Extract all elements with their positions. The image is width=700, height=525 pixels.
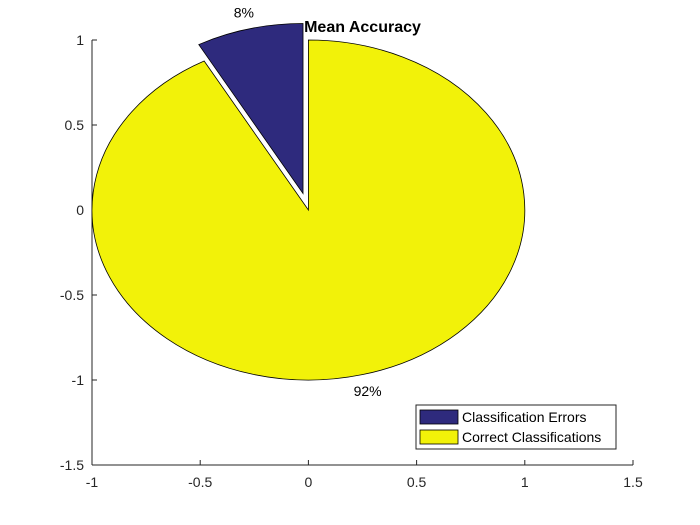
chart-axes: -1 -0.5 0 0.5 1 1.510.50-0.5-1-1.5 bbox=[60, 32, 643, 490]
chart-legend: Classification Errors Correct Classificat… bbox=[415, 404, 617, 450]
x-tick-label: 0.5 bbox=[407, 474, 427, 490]
chart-title: Mean Accuracy bbox=[304, 19, 421, 36]
legend-entry: Classification Errors bbox=[462, 409, 586, 425]
x-tick-label: -0.5 bbox=[188, 474, 212, 490]
percent-label: 92% bbox=[354, 383, 382, 399]
legend-entry: Correct Classifications bbox=[462, 429, 601, 445]
legend-swatch bbox=[419, 429, 459, 445]
x-tick-label: -1 bbox=[86, 474, 99, 490]
pie-slice-2 bbox=[91, 39, 526, 381]
y-tick-label: -0.5 bbox=[60, 287, 84, 303]
pie-slices bbox=[91, 23, 526, 381]
y-tick-label: -1 bbox=[72, 372, 85, 388]
percent-label: 8% bbox=[234, 4, 254, 20]
legend-swatch bbox=[419, 409, 459, 425]
y-tick-label: 0 bbox=[76, 202, 84, 218]
y-tick-label: 1 bbox=[76, 32, 84, 48]
x-tick-label: 1.5 bbox=[623, 474, 643, 490]
y-tick-label: 0.5 bbox=[65, 117, 85, 133]
x-tick-label: 0 bbox=[305, 474, 313, 490]
percent-labels: 8% 92% bbox=[234, 4, 382, 399]
y-tick-label: -1.5 bbox=[60, 457, 84, 473]
pie-slice-1 bbox=[198, 23, 304, 195]
x-tick-label: 1 bbox=[521, 474, 529, 490]
